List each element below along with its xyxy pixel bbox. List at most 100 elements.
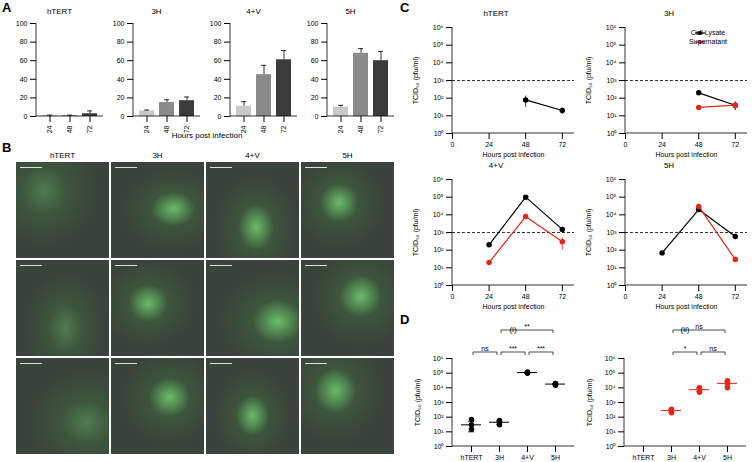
svg-text:40: 40	[117, 76, 125, 83]
svg-text:10³: 10³	[433, 77, 444, 84]
svg-text:10⁵: 10⁵	[433, 41, 444, 48]
svg-text:4+V: 4+V	[521, 454, 534, 461]
svg-text:10⁰: 10⁰	[434, 282, 445, 289]
svg-text:80: 80	[20, 38, 28, 45]
svg-text:72: 72	[183, 125, 190, 133]
svg-text:20: 20	[311, 94, 319, 101]
svg-text:0: 0	[624, 141, 628, 148]
svg-text:60: 60	[214, 57, 222, 64]
svg-text:*: *	[684, 345, 687, 352]
svg-text:24: 24	[658, 141, 666, 148]
svg-text:100: 100	[16, 20, 28, 27]
svg-text:TCID₅₀ (pfu/ml): TCID₅₀ (pfu/ml)	[586, 379, 594, 427]
svg-text:***: ***	[537, 345, 545, 352]
svg-text:(i): (i)	[509, 325, 516, 334]
svg-text:48: 48	[260, 125, 267, 133]
svg-text:48: 48	[522, 141, 530, 148]
svg-text:20: 20	[214, 94, 222, 101]
svg-text:10⁴: 10⁴	[433, 384, 444, 391]
svg-text:10⁰: 10⁰	[434, 443, 445, 450]
svg-text:***: ***	[509, 345, 517, 352]
svg-text:10¹: 10¹	[605, 428, 616, 435]
svg-text:72: 72	[377, 125, 384, 133]
svg-text:0: 0	[315, 113, 319, 120]
svg-text:72: 72	[558, 141, 566, 148]
svg-text:48: 48	[695, 293, 703, 300]
svg-text:24: 24	[337, 125, 344, 133]
svg-text:40: 40	[20, 76, 28, 83]
svg-text:10⁶: 10⁶	[605, 355, 616, 362]
svg-text:20: 20	[20, 94, 28, 101]
svg-text:10⁰: 10⁰	[606, 443, 617, 450]
svg-text:48: 48	[163, 125, 170, 133]
svg-text:10⁰: 10⁰	[607, 130, 618, 137]
svg-text:10¹: 10¹	[606, 112, 617, 119]
svg-text:72: 72	[731, 141, 739, 148]
svg-text:10⁰: 10⁰	[434, 130, 445, 137]
svg-text:5H: 5H	[723, 454, 732, 461]
svg-text:40: 40	[311, 76, 319, 83]
svg-text:3H: 3H	[495, 454, 504, 461]
svg-text:10²: 10²	[606, 94, 617, 101]
svg-text:10⁴: 10⁴	[606, 59, 617, 66]
svg-text:10⁵: 10⁵	[605, 369, 616, 376]
svg-text:10⁰: 10⁰	[607, 282, 618, 289]
svg-text:0: 0	[451, 293, 455, 300]
svg-text:10⁵: 10⁵	[433, 369, 444, 376]
svg-text:72: 72	[558, 293, 566, 300]
svg-text:10³: 10³	[433, 229, 444, 236]
svg-text:Hours post infection: Hours post infection	[656, 303, 718, 311]
svg-text:80: 80	[311, 38, 319, 45]
svg-text:TCID₅₀ (pfu/ml): TCID₅₀ (pfu/ml)	[414, 379, 422, 427]
svg-text:60: 60	[311, 57, 319, 64]
svg-text:10⁴: 10⁴	[433, 211, 444, 218]
svg-text:0: 0	[624, 293, 628, 300]
svg-text:10¹: 10¹	[433, 428, 444, 435]
svg-text:10¹: 10¹	[606, 264, 617, 271]
svg-text:4+V: 4+V	[693, 454, 706, 461]
svg-text:hTERT: hTERT	[460, 454, 483, 461]
svg-text:60: 60	[117, 57, 125, 64]
svg-text:TCID₅₀ (pfu/ml): TCID₅₀ (pfu/ml)	[412, 209, 420, 257]
svg-text:TCID₅₀ (pfu/ml): TCID₅₀ (pfu/ml)	[585, 209, 593, 257]
svg-text:0: 0	[218, 113, 222, 120]
svg-text:100: 100	[210, 20, 222, 27]
svg-text:10²: 10²	[433, 94, 444, 101]
svg-text:10⁴: 10⁴	[605, 384, 616, 391]
svg-text:10⁵: 10⁵	[433, 193, 444, 200]
svg-text:24: 24	[485, 141, 493, 148]
svg-text:10³: 10³	[606, 229, 617, 236]
svg-text:10⁴: 10⁴	[606, 211, 617, 218]
svg-text:10³: 10³	[606, 77, 617, 84]
svg-text:TCID₅₀ (pfu/ml): TCID₅₀ (pfu/ml)	[585, 57, 593, 105]
svg-text:24: 24	[658, 293, 666, 300]
svg-text:Hours post infection: Hours post infection	[656, 151, 718, 159]
svg-text:10⁵: 10⁵	[606, 41, 617, 48]
svg-text:5H: 5H	[551, 454, 560, 461]
svg-text:Supernatant: Supernatant	[689, 38, 727, 46]
svg-text:10⁶: 10⁶	[606, 176, 617, 183]
svg-text:3H: 3H	[667, 454, 676, 461]
svg-text:(ii): (ii)	[681, 325, 690, 334]
svg-text:80: 80	[117, 38, 125, 45]
svg-text:ns: ns	[695, 323, 703, 330]
svg-text:Cell Lysate: Cell Lysate	[691, 29, 725, 37]
svg-text:24: 24	[240, 125, 247, 133]
svg-text:72: 72	[731, 293, 739, 300]
svg-text:ns: ns	[481, 345, 489, 352]
svg-text:Hours post infection: Hours post infection	[483, 303, 545, 311]
svg-text:40: 40	[214, 76, 222, 83]
svg-text:10⁶: 10⁶	[433, 24, 444, 31]
svg-text:24: 24	[46, 125, 53, 133]
svg-text:48: 48	[695, 141, 703, 148]
svg-text:80: 80	[214, 38, 222, 45]
svg-text:10¹: 10¹	[433, 112, 444, 119]
svg-text:24: 24	[143, 125, 150, 133]
svg-text:60: 60	[20, 57, 28, 64]
svg-text:48: 48	[522, 293, 530, 300]
svg-text:72: 72	[280, 125, 287, 133]
svg-text:0: 0	[451, 141, 455, 148]
svg-text:**: **	[524, 323, 530, 330]
svg-text:100: 100	[113, 20, 125, 27]
svg-text:Hours post infection: Hours post infection	[483, 151, 545, 159]
